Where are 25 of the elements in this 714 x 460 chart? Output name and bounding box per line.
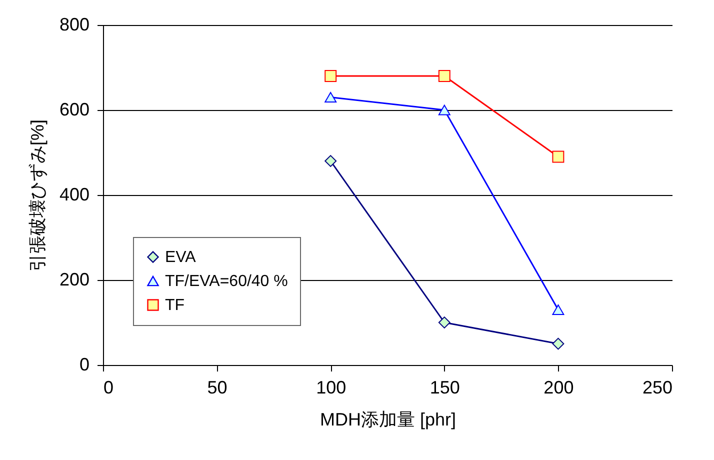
point <box>324 92 337 102</box>
point <box>552 338 564 350</box>
point <box>438 70 450 82</box>
x-tick-label: 0 <box>104 378 114 398</box>
x-tick-label: 50 <box>207 378 228 398</box>
y-tick-label: 400 <box>59 184 90 204</box>
y-tick-label: 200 <box>59 270 90 290</box>
point <box>324 155 337 167</box>
x-tick-label: 100 <box>316 378 346 398</box>
point <box>552 150 564 163</box>
x-axis-title: MDH添加量 [phr] <box>320 410 456 430</box>
legend-label: TF <box>165 297 185 314</box>
y-tick-label: 600 <box>59 100 90 120</box>
y-tick-label: 800 <box>59 14 90 34</box>
point <box>438 316 450 328</box>
legend-label: EVA <box>165 249 196 266</box>
x-tick-label: 150 <box>430 378 460 398</box>
y-tick-label: 0 <box>79 354 90 374</box>
legend-label: TF/EVA=60/40 % <box>165 273 288 290</box>
x-tick-label: 200 <box>544 378 574 398</box>
point <box>324 70 337 82</box>
point <box>552 304 564 315</box>
y-axis-title: 引張破壊ひずみ[%] <box>27 119 48 272</box>
x-tick-label: 250 <box>642 378 672 398</box>
point <box>438 104 450 116</box>
